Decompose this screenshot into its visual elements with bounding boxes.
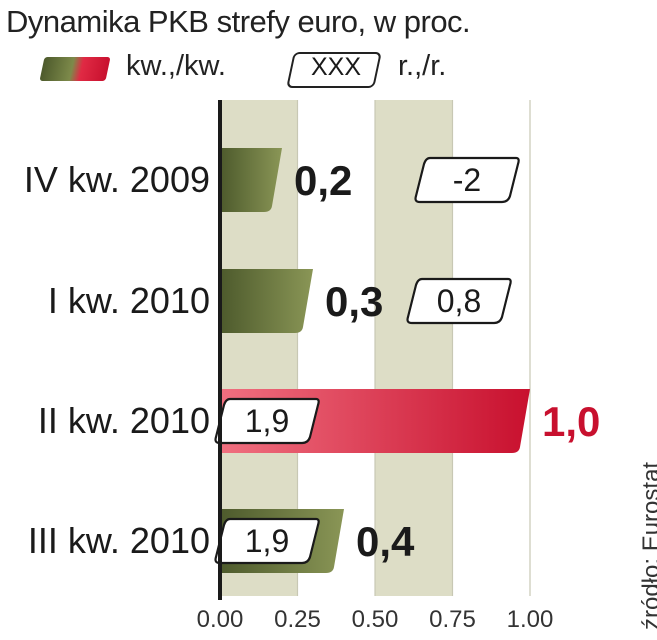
yy-box: 0,8	[406, 277, 512, 325]
x-tick-label: 0.00	[197, 606, 244, 633]
chart-title: Dynamika PKB strefy euro, w proc.	[6, 4, 471, 39]
bar-value-label: 0,4	[356, 518, 415, 565]
yy-box: 1,9	[214, 517, 320, 565]
category-label: I kw. 2010	[48, 280, 210, 321]
category-label: IV kw. 2009	[24, 159, 210, 200]
yy-value-label: 1,9	[245, 523, 289, 559]
legend-label-yy: r.,/r.	[398, 50, 447, 82]
bar-value-label: 0,3	[325, 278, 383, 325]
yy-box-frame	[214, 397, 320, 445]
bar-value-label: 0,2	[294, 157, 352, 204]
yy-box-frame	[414, 156, 520, 204]
yy-box-frame	[406, 277, 512, 325]
bar-value-label: 1,0	[542, 398, 600, 445]
x-tick-label: 1.00	[507, 606, 554, 633]
legend-box-label: XXX	[310, 53, 362, 81]
legend: kw.,/kw. XXX r.,/r.	[39, 50, 502, 88]
yy-value-label: -2	[453, 162, 481, 198]
yy-value-label: 0,8	[437, 283, 481, 319]
yy-box: 1,9	[214, 397, 320, 445]
yy-box-frame	[214, 517, 320, 565]
category-label: II kw. 2010	[38, 400, 210, 441]
x-tick-label: 0.50	[352, 606, 399, 633]
x-tick-label: 0.75	[429, 606, 476, 633]
x-tick-label: 0.25	[274, 606, 321, 633]
legend-label-qq: kw.,/kw.	[126, 50, 226, 82]
yy-value-label: 1,9	[245, 403, 289, 439]
source-note: źródło: Eurostat	[638, 461, 657, 630]
bar	[220, 269, 313, 333]
category-label: III kw. 2010	[28, 520, 210, 561]
bar	[220, 148, 282, 212]
yy-box: -2	[414, 156, 520, 204]
